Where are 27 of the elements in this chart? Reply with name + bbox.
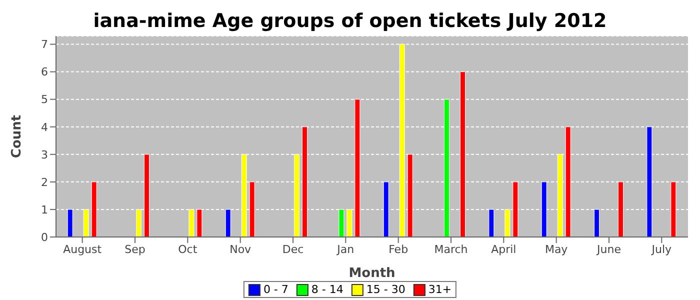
- x-tick-label: Nov: [230, 242, 252, 256]
- x-tick-label: Jan: [336, 242, 354, 256]
- y-tick-label: 0: [41, 230, 48, 244]
- x-tick-label: May: [544, 242, 568, 256]
- y-axis-title: Count: [10, 114, 25, 158]
- legend-label: 15 - 30: [365, 283, 406, 296]
- x-tick-label: Sep: [124, 242, 146, 256]
- legend-label: 8 - 14: [310, 283, 344, 296]
- x-tick-label: April: [491, 242, 516, 256]
- x-tick-label: March: [434, 242, 468, 256]
- y-tick-label: 6: [41, 66, 48, 79]
- x-tick-label: Dec: [282, 242, 304, 256]
- x-tick-label: June: [596, 242, 622, 256]
- y-tick-label: 7: [41, 38, 48, 52]
- x-tick-label: Feb: [388, 242, 408, 256]
- y-tick-label: 5: [41, 93, 48, 106]
- x-tick-label: August: [63, 242, 102, 256]
- legend-label: 0 - 7: [262, 283, 288, 296]
- y-tick-label: 1: [41, 203, 48, 216]
- y-tick-label: 4: [41, 120, 48, 134]
- x-tick-label: Oct: [178, 242, 198, 256]
- legend-label: 31+: [427, 283, 452, 296]
- x-axis-title: Month: [348, 266, 396, 281]
- y-tick-label: 3: [41, 148, 48, 162]
- chart-title: iana-mime Age groups of open tickets July 2012: [92, 9, 608, 34]
- y-tick-label: 2: [41, 176, 48, 189]
- x-tick-label: July: [650, 242, 672, 256]
